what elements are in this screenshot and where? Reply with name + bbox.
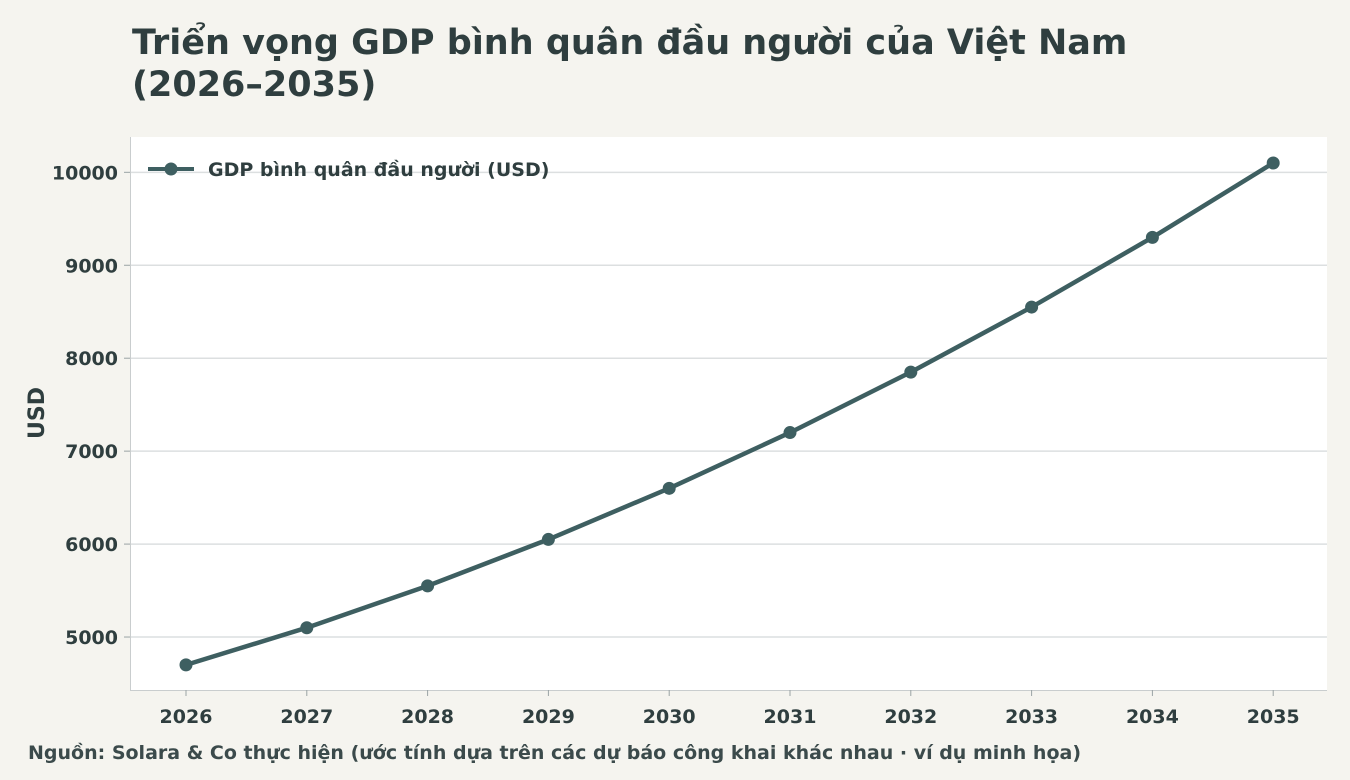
y-axis-label: USD [25,387,50,439]
series-line [183,160,1276,668]
y-tick-label: 10000 [52,162,118,184]
source-note: Nguồn: Solara & Co thực hiện (ước tính d… [28,742,1082,764]
plot-area [130,137,1327,690]
x-tick-label: 2035 [1247,706,1300,728]
data-point [300,621,314,635]
chart-title: Triển vọng GDP bình quân đầu người của V… [132,22,1282,106]
x-tick-labels: 2026 2027 2028 2029 2030 2031 2032 2033 2034 2035 [160,690,1300,728]
data-point [1266,156,1280,170]
data-point [541,532,555,546]
data-point [421,579,435,593]
chart-title-line-1: Triển vọng GDP bình quân đầu người của V… [132,23,1128,63]
y-tick-labels: 5000 6000 7000 8000 9000 10000 [52,162,130,649]
data-point [1145,230,1159,244]
data-point [904,365,918,379]
data-point [1025,300,1039,314]
data-point [783,426,797,440]
y-tick-label: 7000 [65,441,118,463]
data-point [662,481,676,495]
x-tick-label: 2034 [1126,706,1179,728]
legend-label: GDP bình quân đầu người (USD) [208,158,549,181]
x-tick-label: 2032 [884,706,937,728]
x-tick-label: 2030 [643,706,696,728]
y-tick-label: 9000 [65,255,118,277]
x-tick-label: 2031 [764,706,817,728]
x-tick-label: 2033 [1005,706,1058,728]
grid-lines [130,171,1327,638]
series-group [179,156,1280,672]
legend: GDP bình quân đầu người (USD) [148,158,549,181]
x-tick-label: 2027 [280,706,333,728]
y-tick-label: 8000 [65,348,118,370]
x-tick-label: 2028 [401,706,454,728]
legend-marker-swatch [164,162,178,176]
y-tick-label: 6000 [65,534,118,556]
x-tick-label: 2026 [160,706,213,728]
x-tick-label: 2029 [522,706,575,728]
data-point [179,658,193,672]
y-tick-label: 5000 [65,627,118,649]
chart-title-line-2: (2026–2035) [132,65,377,105]
